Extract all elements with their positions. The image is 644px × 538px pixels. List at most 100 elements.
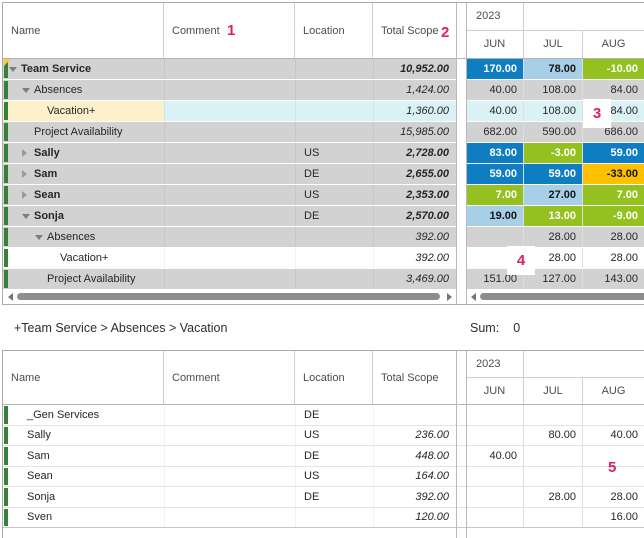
month-value-cell[interactable] bbox=[466, 507, 524, 527]
name-cell[interactable]: Sven bbox=[3, 507, 164, 527]
month-value-cell[interactable]: 59.00 bbox=[583, 143, 644, 163]
comment-cell[interactable] bbox=[164, 466, 295, 486]
comment-cell[interactable] bbox=[164, 59, 295, 79]
month-value-cell[interactable] bbox=[524, 446, 583, 466]
month-value-cell[interactable]: 28.00 bbox=[524, 227, 583, 247]
column-header-name[interactable]: Name bbox=[3, 351, 164, 404]
location-cell[interactable]: US bbox=[295, 425, 373, 445]
location-cell[interactable]: DE bbox=[295, 206, 373, 226]
collapse-icon[interactable] bbox=[9, 66, 17, 72]
scrollbar-thumb[interactable] bbox=[480, 293, 644, 300]
name-cell[interactable]: Sean bbox=[3, 185, 164, 205]
name-cell[interactable]: Project Availability bbox=[3, 122, 164, 142]
name-cell[interactable]: _Gen Services bbox=[3, 405, 164, 425]
table-row[interactable]: _Gen Services DE bbox=[3, 405, 644, 426]
comment-cell[interactable] bbox=[164, 101, 295, 121]
table-row[interactable]: Vacation+ 392.00 28.00 28.00 bbox=[3, 248, 644, 269]
location-cell[interactable]: US bbox=[295, 466, 373, 486]
month-value-cell[interactable] bbox=[524, 507, 583, 527]
expand-icon[interactable] bbox=[22, 170, 27, 178]
month-value-cell[interactable]: 80.00 bbox=[524, 425, 583, 445]
month-value-cell[interactable]: 7.00 bbox=[583, 185, 644, 205]
month-value-cell[interactable]: 28.00 bbox=[583, 227, 644, 247]
month-value-cell[interactable]: 27.00 bbox=[524, 185, 583, 205]
month-value-cell[interactable]: 19.00 bbox=[466, 206, 524, 226]
month-value-cell[interactable] bbox=[524, 466, 583, 486]
comment-cell[interactable] bbox=[164, 487, 295, 507]
table-row[interactable]: Sam DE 2,655.00 59.00 59.00 -33.00 bbox=[3, 164, 644, 185]
column-header-location[interactable]: Location bbox=[295, 3, 373, 58]
month-value-cell[interactable]: 143.00 bbox=[583, 269, 644, 289]
comment-cell[interactable] bbox=[164, 269, 295, 289]
month-value-cell[interactable]: 682.00 bbox=[466, 122, 524, 142]
scrollbar-thumb[interactable] bbox=[17, 293, 440, 300]
location-cell[interactable]: DE bbox=[295, 446, 373, 466]
month-value-cell[interactable]: 40.00 bbox=[466, 446, 524, 466]
month-value-cell[interactable]: -10.00 bbox=[583, 59, 644, 79]
month-value-cell[interactable]: 108.00 bbox=[524, 80, 583, 100]
month-value-cell[interactable] bbox=[583, 466, 644, 486]
name-cell[interactable]: Team Service bbox=[3, 59, 164, 79]
table-row[interactable]: Team Service 10,952.00 170.00 78.00 -10.00 bbox=[3, 59, 644, 80]
name-cell[interactable]: Sally bbox=[3, 143, 164, 163]
month-value-cell[interactable]: 170.00 bbox=[466, 59, 524, 79]
month-value-cell[interactable]: 59.00 bbox=[466, 164, 524, 184]
month-header[interactable]: AUG bbox=[601, 384, 626, 397]
location-cell[interactable]: DE bbox=[295, 487, 373, 507]
scroll-right-icon[interactable] bbox=[447, 293, 452, 301]
comment-cell[interactable] bbox=[164, 405, 295, 425]
location-cell[interactable] bbox=[295, 269, 373, 289]
month-header[interactable]: JUL bbox=[524, 377, 583, 404]
month-value-cell[interactable]: 78.00 bbox=[524, 59, 583, 79]
location-cell[interactable] bbox=[295, 80, 373, 100]
name-cell[interactable]: Absences bbox=[3, 227, 164, 247]
month-value-cell[interactable]: 40.00 bbox=[583, 425, 644, 445]
comment-cell[interactable] bbox=[164, 446, 295, 466]
hscrollbar-left-pane[interactable] bbox=[4, 290, 456, 303]
comment-cell[interactable] bbox=[164, 143, 295, 163]
table-row[interactable]: Project Availability 3,469.00 151.00 127.00… bbox=[3, 269, 644, 290]
month-value-cell[interactable]: 83.00 bbox=[466, 143, 524, 163]
month-value-cell[interactable] bbox=[466, 487, 524, 507]
comment-cell[interactable] bbox=[164, 122, 295, 142]
collapse-icon[interactable] bbox=[35, 234, 43, 240]
table-row[interactable]: Absences 392.00 28.00 28.00 bbox=[3, 227, 644, 248]
location-cell[interactable]: US bbox=[295, 185, 373, 205]
year-header[interactable]: 2023 bbox=[466, 3, 524, 30]
month-value-cell[interactable] bbox=[466, 425, 524, 445]
location-cell[interactable]: US bbox=[295, 143, 373, 163]
table-row[interactable]: Sean US 164.00 bbox=[3, 466, 644, 487]
expand-icon[interactable] bbox=[22, 149, 27, 157]
month-header[interactable]: AUG bbox=[601, 38, 626, 51]
comment-cell[interactable] bbox=[164, 164, 295, 184]
table-row[interactable]: Sonja DE 2,570.00 19.00 13.00 -9.00 bbox=[3, 206, 644, 227]
name-cell[interactable]: Sean bbox=[3, 466, 164, 486]
location-cell[interactable]: DE bbox=[295, 405, 373, 425]
month-value-cell[interactable]: 590.00 bbox=[524, 122, 583, 142]
month-value-cell[interactable]: -33.00 bbox=[583, 164, 644, 184]
table-row[interactable]: Sally US 2,728.00 83.00 -3.00 59.00 bbox=[3, 143, 644, 164]
year-header[interactable]: 2023 bbox=[466, 351, 524, 377]
location-cell[interactable] bbox=[295, 101, 373, 121]
scroll-left-icon[interactable] bbox=[471, 293, 476, 301]
name-cell[interactable]: Sam bbox=[3, 446, 164, 466]
name-cell[interactable]: Vacation+ bbox=[3, 101, 164, 121]
month-value-cell[interactable]: 28.00 bbox=[524, 248, 583, 268]
month-value-cell[interactable]: 108.00 bbox=[524, 101, 583, 121]
breadcrumb[interactable]: +Team Service > Absences > Vacation bbox=[14, 321, 228, 335]
column-header-comment[interactable]: Comment bbox=[164, 3, 295, 58]
month-header[interactable]: JUL bbox=[524, 30, 583, 58]
month-header[interactable]: JUN bbox=[466, 30, 524, 58]
month-value-cell[interactable] bbox=[524, 405, 583, 425]
location-cell[interactable]: DE bbox=[295, 164, 373, 184]
table-row[interactable]: Sam DE 448.00 40.00 bbox=[3, 446, 644, 467]
column-header-name[interactable]: Name bbox=[3, 3, 164, 58]
comment-cell[interactable] bbox=[164, 248, 295, 268]
month-value-cell[interactable] bbox=[466, 466, 524, 486]
month-header[interactable]: JUN bbox=[466, 377, 524, 404]
comment-cell[interactable] bbox=[164, 80, 295, 100]
month-value-cell[interactable]: 84.00 bbox=[583, 80, 644, 100]
month-value-cell[interactable]: 28.00 bbox=[524, 487, 583, 507]
scroll-left-icon[interactable] bbox=[8, 293, 13, 301]
name-cell[interactable]: Project Availability bbox=[3, 269, 164, 289]
